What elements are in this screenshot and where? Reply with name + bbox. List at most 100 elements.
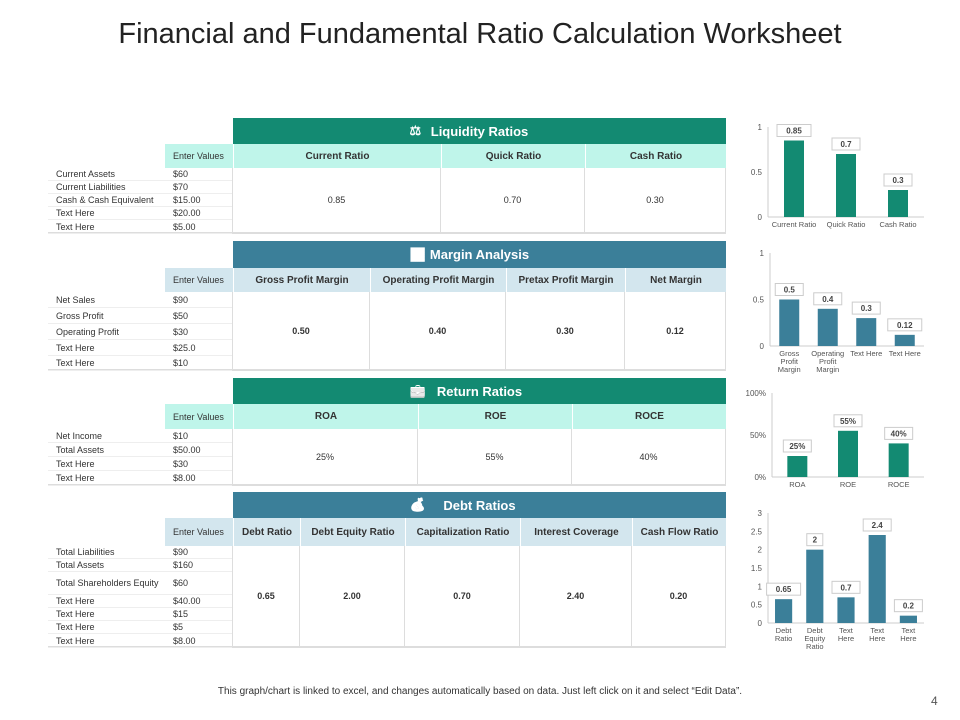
input-value-field[interactable]: $15.00 [165,194,232,207]
bar-chart-2[interactable]: 00.510.5GrossProfitMargin0.4OperatingPro… [740,248,930,383]
input-value-field[interactable]: $5.00 [165,220,232,234]
results-row: 0.85 0.70 0.30 [233,168,726,232]
input-value-field[interactable]: $50 [165,308,232,324]
input-value-field[interactable]: $30 [165,457,232,471]
debt-title: Debt Ratios [443,497,516,513]
y-tick-label: 2.5 [751,527,763,536]
enter-values-header: Enter Values [165,404,233,429]
bar [837,597,855,623]
data-label: 25% [789,442,805,451]
x-tick-label: Text Here [850,349,882,358]
bar [838,430,858,477]
input-label: Gross Profit [48,308,165,324]
input-label: Current Liabilities [48,181,165,194]
bar [806,549,824,623]
column-header: Gross Profit Margin [233,268,370,292]
result-cell: 40% [572,429,726,484]
data-label-box [884,426,914,440]
input-values: $60 $70 $15.00 $20.00 $5.00 [165,168,233,234]
bar [856,318,877,346]
bar-chart-4[interactable]: 00.511.522.530.65DebtRatio2DebtEquityRat… [740,508,930,658]
bar-chart-1[interactable]: 0 0.5 1 0.85 Current Ratio 0.7 Quick Ratio 0.3 C… [740,118,930,236]
y-tick-label: 1 [758,123,763,132]
input-value-field[interactable]: $25.0 [165,340,232,356]
y-tick-label: 1 [758,582,763,591]
section-debt: 💰 Debt Ratios Enter Values Debt Ratio Debt E… [48,492,726,648]
column-header: Debt Equity Ratio [300,518,405,546]
column-header: Operating Profit Margin [370,268,506,292]
result-cell: 0.40 [370,292,506,369]
y-tick-label: 2 [758,546,763,555]
section-margin: 📈 Margin Analysis Enter Values Gross Profit… [48,241,726,371]
page-number: 4 [931,694,938,708]
return-title: Return Ratios [436,383,523,399]
debt-header: 💰 Debt Ratios [233,492,726,518]
bar [787,456,808,477]
return-body: Net Income Total Assets Text Here Text Here… [48,429,726,486]
x-tick-label: ROA [789,480,805,489]
input-label: Text Here [48,621,165,634]
data-label: 0.12 [897,321,913,330]
input-label: Text Here [48,220,165,234]
column-header: Cash Ratio [585,144,726,168]
liquidity-column-headers: Enter Values Current Ratio Quick Ratio Cash… [165,144,726,168]
bar [888,190,908,217]
result-cell: 0.50 [233,292,370,369]
input-label: Total Shareholders Equity [48,572,165,595]
input-label: Cash & Cash Equivalent [48,194,165,207]
x-tick-label: Debt [807,626,824,635]
input-value-field[interactable]: $5 [165,621,232,634]
column-header: ROA [233,404,418,429]
input-value-field[interactable]: $20.00 [165,207,232,220]
y-tick-label: 0 [760,342,765,351]
y-tick-label: 0.5 [753,296,765,305]
input-label: Net Income [48,429,165,443]
data-label-box [833,414,863,428]
data-label: 0.2 [903,602,915,611]
input-label: Current Assets [48,168,165,181]
x-tick-label: Profit [780,357,798,366]
input-value-field[interactable]: $8.00 [165,634,232,648]
input-label: Text Here [48,340,165,356]
input-value-field[interactable]: $50.00 [165,443,232,457]
margin-body: Net Sales Gross Profit Operating Profit Tex… [48,292,726,371]
y-tick-label: 1.5 [751,564,763,573]
input-value-field[interactable]: $60 [165,572,232,595]
margin-title: Margin Analysis [429,247,530,262]
data-label-box [893,599,923,613]
data-label-box [813,292,843,306]
debt-column-headers: Enter Values Debt Ratio Debt Equity Ratio C… [165,518,726,546]
column-header: Interest Coverage [520,518,632,546]
input-value-field[interactable]: $10 [165,356,232,371]
input-value-field[interactable]: $10 [165,429,232,443]
x-tick-label: Current Ratio [772,220,817,229]
data-label: 0.3 [861,304,873,313]
data-label-box [766,582,802,596]
bar [836,154,856,217]
input-value-field[interactable]: $15 [165,608,232,621]
bar [899,615,917,623]
margin-header: 📈 Margin Analysis [233,241,726,268]
input-label: Text Here [48,595,165,608]
briefcase-dollar-icon: 💼 [409,383,426,398]
growth-chart-icon: 📈 [409,246,426,262]
input-value-field[interactable]: $160 [165,559,232,572]
input-value-field[interactable]: $60 [165,168,232,181]
data-label: 0.3 [892,176,904,185]
bar-chart-3[interactable]: 0% 50% 100% 25% ROA 55% ROE 40% ROCE [740,388,930,498]
data-label: 0.4 [822,295,834,304]
x-tick-label: Margin [778,365,801,374]
input-value-field[interactable]: $40.00 [165,595,232,608]
input-value-field[interactable]: $90 [165,546,232,559]
enter-values-header: Enter Values [165,518,233,546]
input-label: Total Liabilities [48,546,165,559]
column-header: Capitalization Ratio [405,518,520,546]
input-value-field[interactable]: $8.00 [165,471,232,486]
input-value-field[interactable]: $90 [165,292,232,308]
input-value-field[interactable]: $70 [165,181,232,194]
bar [868,535,886,623]
return-column-headers: Enter Values ROA ROE ROCE [165,404,726,429]
result-cell: 25% [233,429,418,484]
input-value-field[interactable]: $30 [165,324,232,340]
input-label: Net Sales [48,292,165,308]
